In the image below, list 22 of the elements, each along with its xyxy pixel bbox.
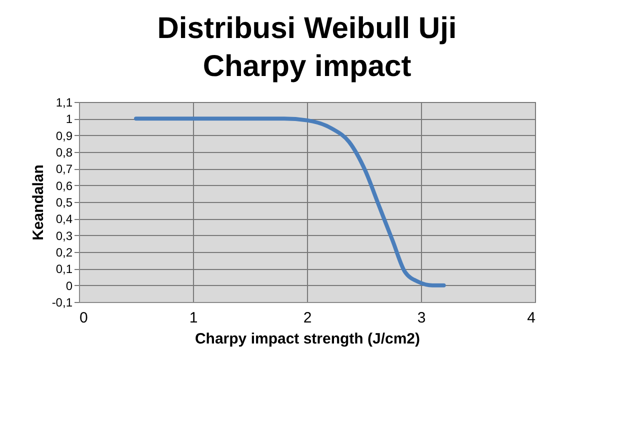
chart-title: Distribusi Weibull Uji Charpy impact [157, 12, 457, 83]
y-tick-label: 0 [66, 278, 73, 293]
y-tick-label: 0,5 [56, 196, 73, 210]
y-tick-label: -0,1 [52, 296, 73, 310]
y-tick-label: 1,1 [56, 96, 73, 110]
x-tick-label: 3 [417, 310, 426, 326]
x-tick-label: 0 [80, 310, 88, 326]
y-tick-label: 0,2 [56, 246, 73, 260]
y-tick-label: 0,4 [56, 212, 73, 226]
y-axis-title: Keandalan [30, 164, 47, 240]
x-tick-label: 2 [303, 310, 312, 326]
y-tick-label: 1 [66, 112, 73, 126]
y-tick-label: 0,3 [56, 228, 73, 243]
y-tick-label: 0,1 [56, 262, 73, 276]
x-axis-title: Charpy impact strength (J/cm2) [194, 330, 420, 348]
x-tick-label: 4 [527, 310, 536, 326]
x-tick-label: 1 [189, 310, 198, 326]
y-tick-label: 0,8 [56, 146, 73, 160]
y-tick-label: 0,6 [56, 178, 73, 193]
y-tick-label: 0,9 [56, 128, 73, 143]
y-tick-label: 0,7 [56, 162, 73, 176]
line-series [134, 116, 446, 288]
